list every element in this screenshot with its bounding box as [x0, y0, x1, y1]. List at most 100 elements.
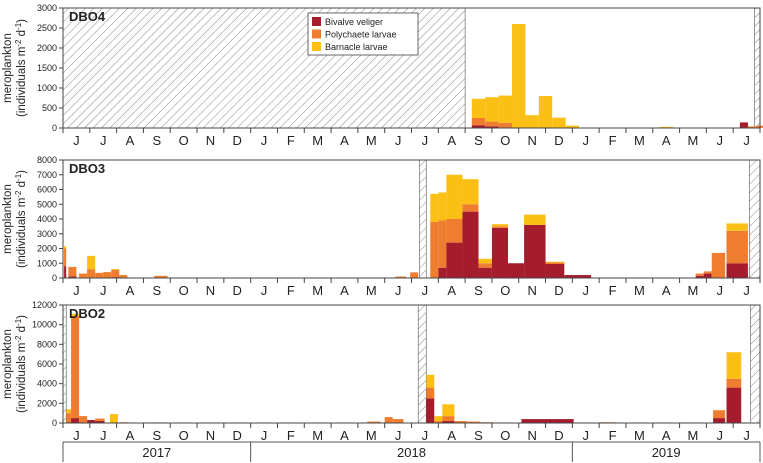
- bar-barnacle: [66, 409, 72, 414]
- x-tick-label: A: [662, 428, 671, 443]
- bar-polychaete: [66, 413, 72, 423]
- no-data-hatch: [750, 304, 761, 424]
- bar-bivalve: [71, 418, 80, 423]
- x-tick-label: D: [554, 283, 563, 298]
- bar-polychaete: [434, 421, 443, 423]
- bar-bivalve: [462, 211, 479, 278]
- bar-bivalve: [485, 126, 499, 128]
- x-tick-label: A: [340, 428, 349, 443]
- x-tick-label: J: [73, 283, 80, 298]
- x-tick-label: N: [206, 283, 215, 298]
- x-tick-label: M: [688, 133, 699, 148]
- bar-barnacle: [525, 115, 539, 128]
- x-tick-label: A: [447, 428, 456, 443]
- x-tick-label: A: [126, 133, 135, 148]
- bar-polychaete: [711, 252, 726, 278]
- bar-polychaete: [119, 275, 128, 278]
- x-tick-label: J: [583, 283, 590, 298]
- x-tick-label: F: [609, 133, 617, 148]
- x-tick-label: F: [287, 428, 295, 443]
- bar-bivalve: [739, 122, 748, 128]
- x-tick-label: S: [474, 133, 483, 148]
- x-tick-label: N: [206, 428, 215, 443]
- bar-polychaete: [103, 272, 112, 278]
- x-tick-label: J: [73, 428, 80, 443]
- bar-polychaete: [703, 271, 712, 274]
- bar-polychaete: [71, 315, 80, 419]
- x-tick-label: M: [634, 428, 645, 443]
- bar-polychaete: [95, 418, 105, 422]
- x-tick-label: J: [422, 428, 429, 443]
- bar-polychaete: [410, 272, 419, 278]
- x-tick-label: J: [73, 133, 80, 148]
- bar-bivalve: [703, 273, 712, 278]
- bar-polychaete: [395, 276, 407, 278]
- x-tick-label: J: [717, 133, 724, 148]
- bar-barnacle: [87, 255, 96, 270]
- x-tick-label: J: [395, 283, 402, 298]
- x-tick-label: O: [179, 133, 189, 148]
- x-tick-label: J: [261, 428, 268, 443]
- x-tick-label: S: [474, 283, 483, 298]
- bar-polychaete: [64, 248, 67, 267]
- bar-bivalve: [446, 242, 463, 278]
- x-tick-label: S: [152, 133, 161, 148]
- x-tick-label: S: [152, 283, 161, 298]
- bar-polychaete: [438, 220, 447, 268]
- bar-barnacle: [565, 125, 580, 128]
- bar-polychaete: [545, 262, 565, 264]
- bar-bivalve: [713, 418, 726, 423]
- x-tick-label: N: [206, 133, 215, 148]
- x-tick-label: J: [395, 428, 402, 443]
- bar-barnacle: [726, 223, 748, 231]
- bar-polychaete: [695, 273, 704, 276]
- y-tick-label: 8000: [37, 339, 57, 349]
- no-data-hatch: [419, 159, 427, 279]
- bar-barnacle: [434, 416, 443, 422]
- y-tick-label: 12000: [32, 300, 57, 310]
- x-tick-label: J: [717, 283, 724, 298]
- bar-bivalve: [68, 276, 77, 278]
- bar-polychaete: [95, 272, 104, 278]
- bar-bivalve: [491, 227, 509, 278]
- bar-polychaete: [426, 387, 435, 399]
- x-tick-label: J: [743, 283, 750, 298]
- x-tick-label: A: [447, 283, 456, 298]
- x-tick-label: J: [100, 133, 107, 148]
- y-axis-label: meroplankton: [2, 184, 14, 254]
- y-axis-units: (individuals m-2 d-1): [14, 170, 28, 268]
- x-tick-label: J: [743, 133, 750, 148]
- y-tick-label: 2000: [37, 43, 57, 53]
- x-tick-label: N: [527, 133, 536, 148]
- bar-bivalve: [537, 419, 554, 423]
- bar-polychaete: [462, 204, 479, 212]
- y-tick-label: 0: [52, 273, 57, 283]
- x-tick-label: J: [100, 428, 107, 443]
- x-tick-label: J: [422, 283, 429, 298]
- y-tick-label: 4000: [37, 214, 57, 224]
- x-tick-label: A: [126, 428, 135, 443]
- bar-bivalve: [64, 266, 67, 278]
- bar-barnacle: [498, 95, 513, 123]
- x-tick-label: M: [634, 133, 645, 148]
- y-tick-label: 10000: [32, 320, 57, 330]
- x-tick-label: M: [312, 428, 323, 443]
- y-tick-label: 1000: [37, 83, 57, 93]
- x-tick-label: D: [233, 133, 242, 148]
- bar-polychaete: [471, 118, 486, 126]
- bar-bivalve: [87, 420, 96, 423]
- bar-bivalve: [471, 125, 486, 128]
- bar-polychaete: [491, 226, 509, 228]
- bar-polychaete: [454, 421, 467, 423]
- x-tick-label: A: [662, 133, 671, 148]
- panel-dbo2: 0 2000 4000 6000 8000 10000 12000 J J A S O N D J F M A M J…: [2, 300, 761, 443]
- bar-polychaete: [68, 266, 77, 277]
- y-tick-label: 0: [52, 418, 57, 428]
- bar-bivalve: [478, 267, 492, 278]
- x-tick-label: J: [100, 283, 107, 298]
- x-tick-label: D: [233, 283, 242, 298]
- bar-bivalve: [553, 419, 574, 423]
- legend-box: [307, 12, 419, 56]
- x-tick-label: A: [662, 283, 671, 298]
- y-tick-label: 6000: [37, 359, 57, 369]
